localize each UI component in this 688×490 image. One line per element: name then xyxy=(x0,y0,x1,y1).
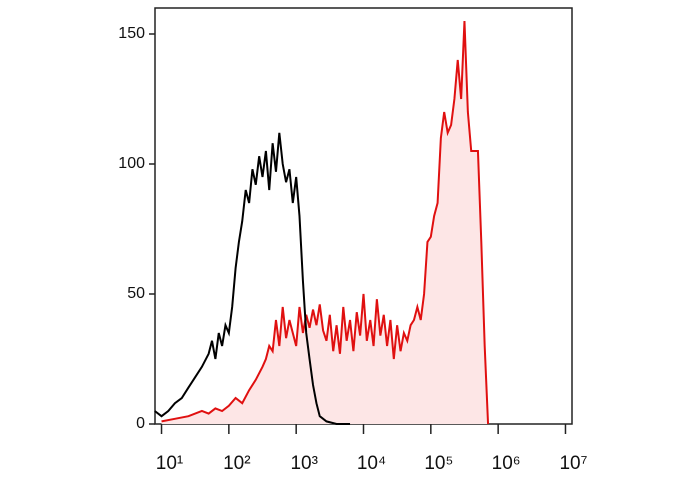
y-tick-label: 100 xyxy=(118,155,145,172)
x-tick-label: 10⁵ xyxy=(424,453,453,474)
histogram-line xyxy=(154,132,351,425)
x-tick-label: 10¹ xyxy=(156,453,183,474)
area-fill xyxy=(161,21,489,424)
x-tick-label: 10³ xyxy=(290,453,317,474)
x-tick-label: 10² xyxy=(223,453,250,474)
y-tick-label: 150 xyxy=(118,25,145,42)
x-tick-label: 10⁴ xyxy=(357,453,386,474)
y-tick-label: 50 xyxy=(127,285,145,302)
histogram-line xyxy=(161,20,490,425)
x-tick-label: 10⁷ xyxy=(559,453,587,474)
x-tick-label: 10⁶ xyxy=(492,453,521,474)
y-tick-label: 0 xyxy=(136,415,145,432)
